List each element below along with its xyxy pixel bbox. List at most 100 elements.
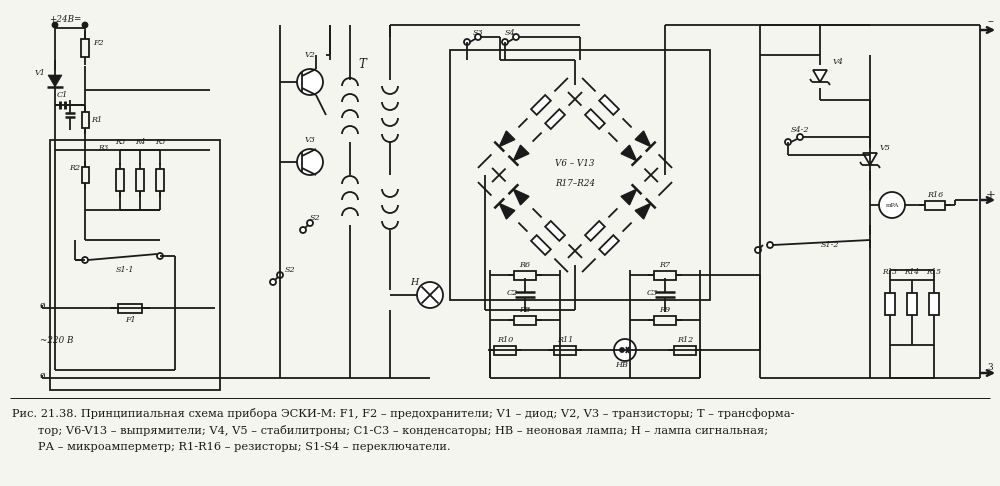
- Bar: [585, 221, 605, 241]
- Circle shape: [82, 22, 88, 28]
- Polygon shape: [621, 189, 637, 205]
- Text: S2: S2: [310, 214, 320, 222]
- Text: R8: R8: [519, 306, 531, 314]
- Text: R2: R2: [69, 164, 81, 172]
- Bar: [545, 221, 565, 241]
- Text: +: +: [986, 189, 996, 202]
- Text: R17–R24: R17–R24: [555, 178, 595, 188]
- Text: R1: R1: [91, 116, 103, 124]
- Bar: [545, 109, 565, 129]
- Text: +24В=: +24В=: [49, 16, 81, 24]
- Circle shape: [300, 227, 306, 233]
- Circle shape: [52, 22, 58, 28]
- Bar: [585, 109, 605, 129]
- Bar: [50, 140, 220, 390]
- Circle shape: [767, 242, 773, 248]
- Text: mPA: mPA: [885, 203, 899, 208]
- Text: R4: R4: [135, 138, 145, 146]
- Bar: [156, 169, 164, 191]
- Text: S2: S2: [285, 266, 295, 274]
- Text: 3: 3: [987, 363, 993, 371]
- Text: S4: S4: [505, 29, 515, 37]
- Text: R16: R16: [927, 191, 943, 199]
- Text: V6 – V13: V6 – V13: [555, 158, 595, 168]
- Polygon shape: [635, 131, 651, 147]
- Circle shape: [475, 34, 481, 40]
- Circle shape: [297, 69, 323, 95]
- Text: R13: R13: [883, 268, 898, 276]
- Text: R3: R3: [98, 144, 108, 152]
- Polygon shape: [863, 153, 877, 165]
- Text: Рис. 21.38. Принципиальная схема прибора ЭСКИ-М: F1, F2 – предохранители; V1 – д: Рис. 21.38. Принципиальная схема прибора…: [12, 408, 794, 419]
- Text: НВ: НВ: [616, 361, 628, 369]
- Text: R14: R14: [904, 268, 920, 276]
- Circle shape: [464, 39, 470, 45]
- Polygon shape: [513, 145, 529, 161]
- Circle shape: [513, 34, 519, 40]
- Bar: [531, 95, 551, 115]
- Text: S1-1: S1-1: [116, 266, 134, 274]
- Bar: [116, 169, 124, 191]
- Bar: [885, 293, 895, 315]
- Polygon shape: [621, 145, 637, 161]
- Text: ø: ø: [39, 370, 45, 380]
- Text: R15: R15: [926, 268, 942, 276]
- Text: R10: R10: [497, 336, 513, 344]
- Polygon shape: [813, 70, 827, 82]
- Text: R3: R3: [115, 138, 125, 146]
- Text: R7: R7: [659, 261, 671, 269]
- Polygon shape: [499, 204, 515, 219]
- Text: T: T: [358, 58, 366, 71]
- Bar: [531, 235, 551, 255]
- Text: R11: R11: [557, 336, 573, 344]
- Bar: [599, 235, 619, 255]
- Bar: [674, 346, 696, 354]
- Text: R9: R9: [659, 306, 671, 314]
- Polygon shape: [635, 204, 651, 219]
- Bar: [450, 50, 710, 300]
- Text: V3: V3: [305, 136, 315, 144]
- Polygon shape: [48, 75, 62, 87]
- Text: C2: C2: [506, 289, 518, 297]
- Text: V4: V4: [833, 58, 843, 66]
- Text: S4-2: S4-2: [791, 126, 809, 134]
- Text: V1: V1: [35, 69, 45, 77]
- Circle shape: [417, 282, 443, 308]
- Text: –: –: [987, 16, 993, 29]
- Text: R5: R5: [155, 138, 165, 146]
- Bar: [554, 346, 576, 354]
- Bar: [82, 112, 88, 128]
- Text: R12: R12: [677, 336, 693, 344]
- Circle shape: [620, 348, 624, 352]
- Circle shape: [755, 247, 761, 253]
- Circle shape: [270, 279, 276, 285]
- Text: V2: V2: [305, 51, 315, 59]
- Text: R6: R6: [519, 261, 531, 269]
- Bar: [654, 271, 676, 279]
- Circle shape: [297, 149, 323, 175]
- Bar: [907, 293, 917, 315]
- Text: C3: C3: [646, 289, 658, 297]
- Bar: [929, 293, 939, 315]
- Text: H: H: [410, 278, 418, 287]
- Text: F2: F2: [93, 39, 103, 47]
- Bar: [118, 303, 142, 312]
- Text: ~220 В: ~220 В: [40, 335, 74, 345]
- Text: F1: F1: [125, 316, 135, 324]
- Text: S1-2: S1-2: [821, 241, 839, 249]
- Bar: [82, 167, 88, 183]
- Circle shape: [614, 339, 636, 361]
- Bar: [654, 315, 676, 325]
- Text: PА – микроамперметр; R1-R16 – резисторы; S1-S4 – переключатели.: PА – микроамперметр; R1-R16 – резисторы;…: [38, 442, 451, 452]
- Bar: [514, 315, 536, 325]
- Circle shape: [82, 257, 88, 263]
- Text: ø: ø: [39, 300, 45, 310]
- Polygon shape: [499, 131, 515, 147]
- Bar: [514, 271, 536, 279]
- Bar: [925, 201, 945, 209]
- Polygon shape: [513, 189, 529, 205]
- Bar: [599, 95, 619, 115]
- Circle shape: [157, 253, 163, 259]
- Bar: [494, 346, 516, 354]
- Bar: [81, 39, 89, 57]
